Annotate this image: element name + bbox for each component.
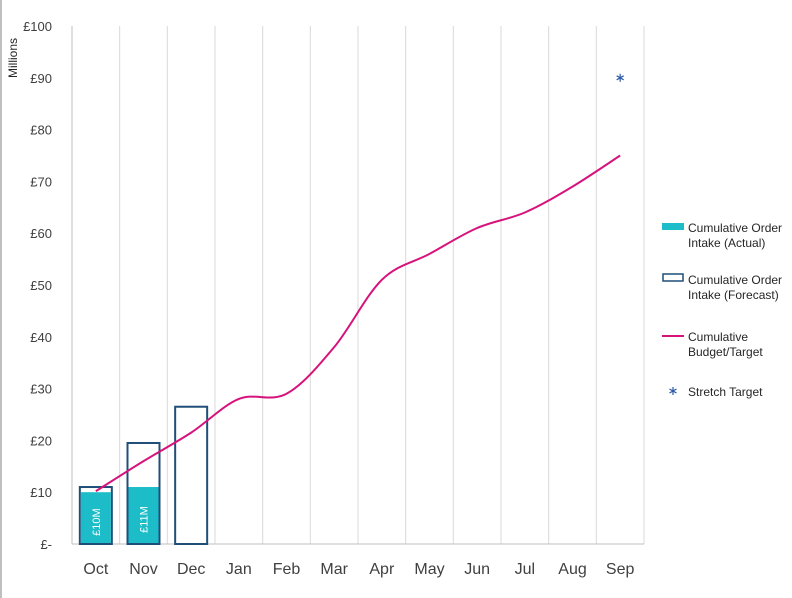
axes	[0, 0, 644, 598]
x-tick-label: Sep	[606, 561, 635, 578]
y-tick-label: £20	[30, 433, 52, 448]
y-tick-label: £30	[30, 382, 52, 397]
x-tick-label: Dec	[177, 561, 205, 578]
actual-bar	[128, 487, 159, 543]
legend-label-line1: Cumulative	[688, 330, 748, 344]
actual-bar	[80, 492, 111, 543]
y-tick-label: £40	[30, 330, 52, 345]
budget-line	[95, 154, 621, 493]
x-tick-label: Aug	[558, 561, 586, 578]
y-tick-label: £60	[30, 226, 52, 241]
y-tick-label: £100	[23, 19, 52, 34]
tick-labels: £- £10 £20 £30 £40 £50 £60 £70 £80 £90 £100Million…	[6, 19, 635, 578]
x-tick-label: Jul	[515, 561, 535, 578]
y-axis-title: Millions	[6, 38, 20, 78]
x-tick-label: Jan	[226, 561, 252, 578]
x-tick-label: Apr	[369, 561, 395, 578]
x-tick-label: Nov	[129, 561, 157, 578]
x-tick-label: Oct	[83, 561, 108, 578]
legend-label-line2: Intake (Actual)	[688, 236, 765, 250]
actual-bar-data-label: £10M	[91, 508, 103, 536]
x-tick-label: Feb	[273, 561, 301, 578]
bars: £10M £11M	[78, 405, 209, 546]
y-tick-label: £50	[30, 278, 52, 293]
y-tick-label: £70	[30, 174, 52, 189]
legend-label-line1: Cumulative Order	[688, 221, 782, 235]
y-tick-label: £-	[40, 537, 52, 552]
x-tick-label: Jun	[464, 561, 490, 578]
legend-swatch-stretch	[669, 387, 677, 395]
legend-label-line1: Stretch Target	[688, 385, 763, 399]
stretch-target-marker	[616, 73, 624, 82]
x-tick-label: May	[414, 561, 444, 578]
legend-label-line2: Budget/Target	[688, 345, 763, 359]
x-tick-label: Mar	[320, 561, 348, 578]
stretch-markers	[616, 73, 624, 82]
legend-swatch-actual	[662, 223, 684, 230]
y-tick-label: £10	[30, 485, 52, 500]
y-tick-label: £80	[30, 123, 52, 138]
legend-swatch-forecast	[662, 273, 684, 282]
budget-target-line	[95, 154, 621, 493]
legend-label-line2: Intake (Forecast)	[688, 288, 779, 302]
forecast-bar	[174, 405, 209, 546]
y-tick-label: £90	[30, 71, 52, 86]
gridlines	[119, 26, 645, 544]
legend-label-line1: Cumulative Order	[688, 273, 782, 287]
actual-bar-data-label: £11M	[139, 506, 151, 533]
